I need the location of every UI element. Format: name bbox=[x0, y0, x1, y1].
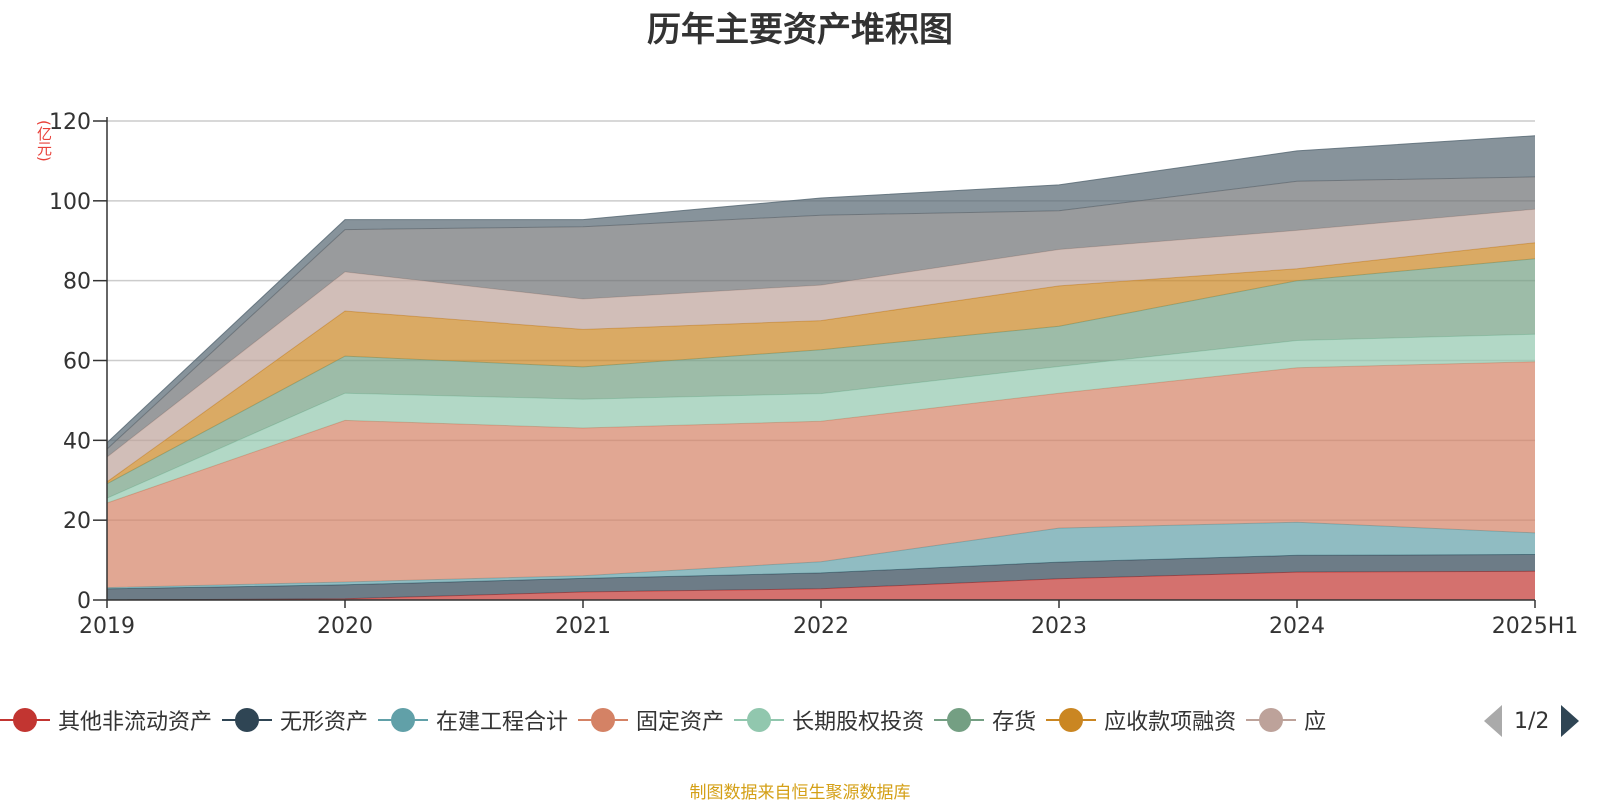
legend-item[interactable]: 固定资产 bbox=[578, 702, 724, 738]
legend-label: 其他非流动资产 bbox=[58, 710, 213, 735]
legend-item[interactable]: 长期股权投资 bbox=[734, 702, 924, 738]
y-tick-label: 20 bbox=[63, 509, 91, 534]
legend-next-page-icon[interactable] bbox=[1561, 705, 1580, 737]
x-tick-label: 2025H1 bbox=[1492, 614, 1579, 639]
area-存货 bbox=[107, 258, 1535, 499]
area-在建工程合计 bbox=[107, 522, 1535, 589]
legend-marker-icon bbox=[1246, 702, 1297, 738]
y-axis-unit-label: (亿元) bbox=[35, 120, 53, 162]
y-tick-label: 100 bbox=[49, 190, 91, 215]
legend-marker-icon bbox=[1046, 702, 1097, 738]
legend: 其他非流动资产 无形资产 在建工程合计 固定资产 长期股权投资 存货 应收款项融资 应 bbox=[0, 702, 1480, 738]
source-note: 制图数据来自恒生聚源数据库 bbox=[689, 783, 911, 803]
legend-prev-page-icon[interactable] bbox=[1484, 705, 1502, 737]
legend-page-indicator: 1/2 bbox=[1514, 708, 1550, 734]
legend-marker-icon bbox=[222, 702, 273, 738]
legend-label: 应 bbox=[1304, 710, 1327, 735]
legend-marker-icon bbox=[578, 702, 629, 738]
legend-label: 在建工程合计 bbox=[436, 710, 569, 735]
x-tick-label: 2020 bbox=[317, 614, 373, 639]
area-series-layer bbox=[106, 135, 1536, 601]
x-tick-label: 2022 bbox=[793, 614, 849, 639]
legend-item[interactable]: 应 bbox=[1246, 702, 1326, 738]
legend-label: 无形资产 bbox=[280, 710, 369, 735]
x-tick-label: 2023 bbox=[1031, 614, 1087, 639]
area-应收账款 bbox=[107, 209, 1535, 482]
area-应收款项融资 bbox=[107, 242, 1535, 484]
area-line-交易性金融资产 bbox=[106, 135, 1536, 444]
axes: 0 20 40 60 80 100 120 2019 2020 2021 2022 2023 2024 2… bbox=[49, 110, 1578, 639]
legend-item[interactable]: 在建工程合计 bbox=[378, 702, 568, 738]
x-tick-label: 2024 bbox=[1269, 614, 1325, 639]
legend-marker-icon bbox=[0, 702, 50, 738]
area-长期股权投资 bbox=[107, 334, 1535, 503]
y-tick-label: 60 bbox=[63, 350, 91, 375]
y-tick-label: 0 bbox=[77, 589, 91, 614]
legend-label: 应收款项融资 bbox=[1104, 710, 1237, 735]
area-无形资产 bbox=[107, 554, 1535, 600]
legend-item[interactable]: 存货 bbox=[934, 702, 1036, 738]
legend-marker-icon bbox=[378, 702, 429, 738]
legend-label: 固定资产 bbox=[636, 710, 725, 735]
legend-label: 存货 bbox=[992, 710, 1037, 735]
legend-marker-icon bbox=[934, 702, 985, 738]
area-其他非流动资产 bbox=[107, 571, 1535, 600]
area-货币资金 bbox=[107, 176, 1535, 458]
legend-pager: 1/2 bbox=[1484, 704, 1580, 738]
legend-label: 长期股权投资 bbox=[792, 710, 925, 735]
y-tick-label: 40 bbox=[63, 429, 91, 454]
legend-item[interactable]: 其他非流动资产 bbox=[0, 702, 212, 738]
legend-item[interactable]: 无形资产 bbox=[222, 702, 368, 738]
x-tick-label: 2019 bbox=[79, 614, 135, 639]
y-tick-label: 80 bbox=[63, 270, 91, 295]
legend-marker-icon bbox=[734, 702, 785, 738]
chart-title: 历年主要资产堆积图 bbox=[647, 10, 953, 50]
x-tick-label: 2021 bbox=[555, 614, 611, 639]
area-固定资产 bbox=[107, 361, 1535, 588]
legend-item[interactable]: 应收款项融资 bbox=[1046, 702, 1236, 738]
y-tick-label: 120 bbox=[49, 110, 91, 135]
